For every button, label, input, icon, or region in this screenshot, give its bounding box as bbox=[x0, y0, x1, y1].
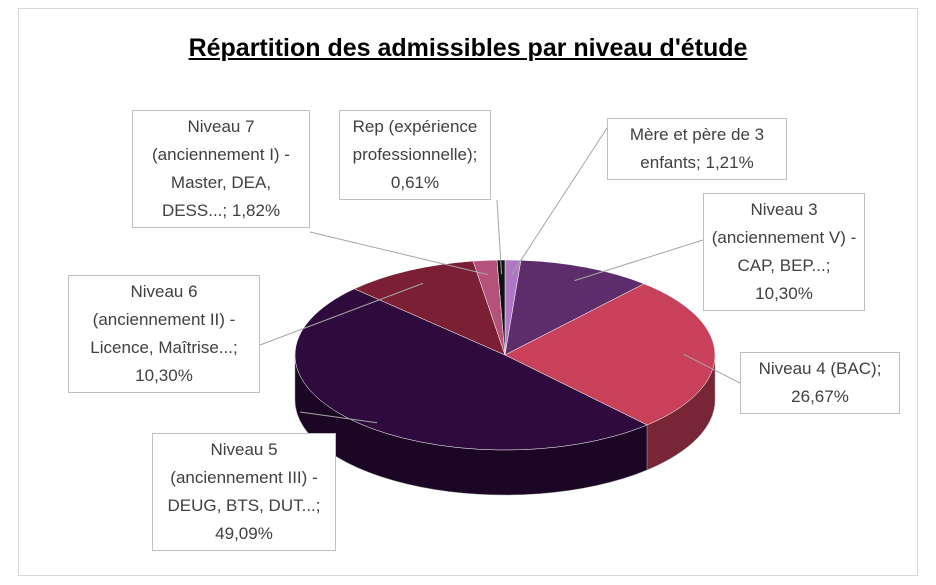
data-label-text: Rep (expérience professionnelle) 0,61% bbox=[346, 113, 484, 197]
category-label: Niveau 4 (BAC) bbox=[759, 359, 882, 378]
data-label-text: Niveau 7 (anciennement I) - Master, DEA,… bbox=[139, 113, 303, 225]
value-label: 26,67% bbox=[791, 387, 849, 406]
value-label: 49,09% bbox=[215, 524, 273, 543]
data-label-text: Niveau 5 (anciennement III) - DEUG, BTS,… bbox=[159, 436, 329, 548]
data-label: Niveau 6 (anciennement II) - Licence, Ma… bbox=[68, 275, 260, 393]
data-label-text: Mère et père de 3 enfants1,21% bbox=[614, 121, 780, 177]
value-label: 1,21% bbox=[705, 153, 754, 172]
value-label: 1,82% bbox=[231, 201, 281, 220]
leader-line bbox=[299, 411, 378, 424]
category-label: Niveau 5 (anciennement III) - DEUG, BTS,… bbox=[167, 440, 320, 515]
slice bbox=[353, 260, 506, 356]
leader-line bbox=[511, 127, 608, 275]
leader-line bbox=[683, 353, 741, 384]
leader-line bbox=[309, 231, 489, 276]
data-label: Mère et père de 3 enfants1,21% bbox=[607, 118, 787, 180]
leader-line bbox=[496, 199, 503, 275]
data-label-text: Niveau 6 (anciennement II) - Licence, Ma… bbox=[75, 278, 253, 390]
category-label: Niveau 6 (anciennement II) - Licence, Ma… bbox=[90, 282, 237, 357]
leader-line bbox=[574, 239, 704, 282]
chart-frame bbox=[18, 8, 918, 576]
data-label: Rep (expérience professionnelle) 0,61% bbox=[339, 110, 491, 200]
category-label: Rep (expérience professionnelle) bbox=[353, 117, 478, 164]
data-label: Niveau 5 (anciennement III) - DEUG, BTS,… bbox=[152, 433, 336, 551]
value-label: 10,30% bbox=[755, 284, 813, 303]
data-label-text: Niveau 4 (BAC) 26,67% bbox=[747, 355, 893, 411]
data-label: Niveau 7 (anciennement I) - Master, DEA,… bbox=[132, 110, 310, 228]
value-label: 0,61% bbox=[390, 173, 440, 192]
data-label: Niveau 4 (BAC) 26,67% bbox=[740, 352, 900, 414]
data-label-text: Niveau 3 (anciennement V) - CAP, BEP... 1… bbox=[710, 196, 858, 308]
chart-title: Répartition des admissibles par niveau d… bbox=[188, 34, 748, 62]
slice bbox=[504, 283, 716, 426]
value-label: 10,30% bbox=[135, 366, 193, 385]
slice bbox=[294, 288, 648, 451]
data-label: Niveau 3 (anciennement V) - CAP, BEP... 1… bbox=[703, 193, 865, 311]
slice bbox=[504, 260, 645, 356]
category-label: Niveau 3 (anciennement V) - CAP, BEP... bbox=[712, 200, 857, 275]
leader-line bbox=[259, 282, 424, 346]
